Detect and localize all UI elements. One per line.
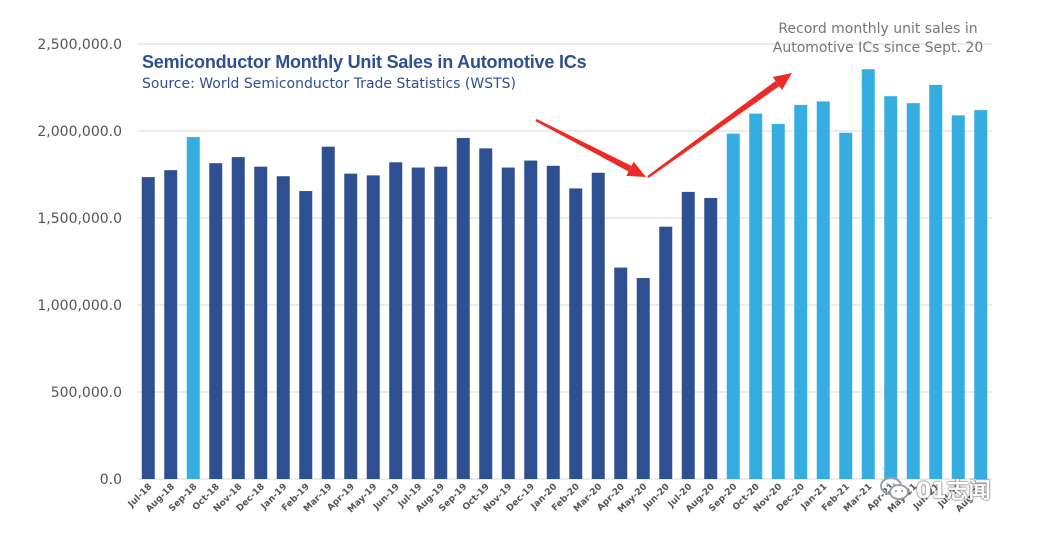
bar-sep-20 (726, 133, 740, 480)
bar-jun-20 (659, 226, 673, 479)
bar-jul-21 (951, 115, 965, 479)
annotation-line-1: Record monthly unit sales in (778, 21, 978, 37)
bar-jun-19 (389, 162, 403, 479)
bar-may-21 (906, 103, 920, 479)
bar-dec-18 (254, 166, 268, 480)
bar-aug-21 (974, 110, 988, 480)
bar-aug-19 (434, 166, 448, 480)
bar-mar-21 (861, 69, 875, 479)
bar-nov-19 (501, 167, 515, 480)
bar-mar-19 (321, 146, 335, 479)
y-tick-label: 500,000.0 (51, 385, 122, 401)
bar-nov-20 (771, 124, 785, 479)
bar-jul-20 (681, 191, 695, 479)
bar-feb-19 (299, 191, 313, 479)
record-arrow (647, 73, 792, 178)
bar-dec-20 (794, 104, 808, 480)
bar-may-20 (636, 278, 650, 479)
y-tick-label: 2,500,000.0 (37, 37, 122, 53)
bar-feb-21 (839, 132, 853, 480)
bar-sep-18 (186, 137, 200, 479)
chart-title: Semiconductor Monthly Unit Sales in Auto… (142, 52, 587, 72)
bar-apr-19 (344, 173, 358, 479)
bar-jul-19 (411, 167, 425, 480)
bar-feb-20 (569, 188, 583, 480)
bar-jan-21 (816, 101, 830, 480)
y-axis-tick-labels: 0.0 500,000.0 1,000,000.0 1,500,000.0 2,000,… (37, 37, 122, 488)
y-tick-label: 0.0 (100, 472, 122, 488)
bar-sep-19 (456, 137, 470, 479)
bar-jul-18 (141, 177, 155, 480)
x-axis-tick-labels: Jul-18Aug-18Sep-18Oct-18Nov-18Dec-18Jan-… (126, 482, 987, 515)
bar-aug-18 (164, 170, 178, 479)
bar-jan-19 (276, 176, 290, 480)
bar-oct-18 (209, 163, 223, 479)
record-annotation: Record monthly unit sales in Automotive … (760, 20, 996, 58)
bar-dec-19 (524, 160, 538, 479)
chart-subtitle: Source: World Semiconductor Trade Statis… (142, 76, 517, 92)
bar-mar-20 (591, 172, 605, 479)
bar-jun-21 (929, 84, 943, 479)
annotation-line-2: Automotive ICs since Sept. 20 (772, 40, 984, 56)
watermark-text: 01志闻 (916, 479, 991, 504)
wechat-icon (880, 477, 909, 500)
annotation-arrows (535, 73, 792, 178)
bar-jan-20 (546, 165, 560, 480)
y-tick-label: 1,500,000.0 (37, 211, 122, 227)
bar-nov-18 (231, 157, 245, 479)
bar-may-19 (366, 175, 380, 479)
drop-arrow (535, 118, 646, 177)
bars (141, 69, 988, 480)
bar-apr-21 (884, 96, 898, 479)
bar-oct-19 (479, 148, 493, 479)
bar-oct-20 (749, 113, 763, 479)
y-tick-label: 1,000,000.0 (37, 298, 122, 314)
y-tick-label: 2,000,000.0 (37, 124, 122, 140)
bar-apr-20 (614, 267, 628, 479)
watermark: 01志闻 (880, 474, 991, 504)
bar-aug-20 (704, 197, 718, 480)
